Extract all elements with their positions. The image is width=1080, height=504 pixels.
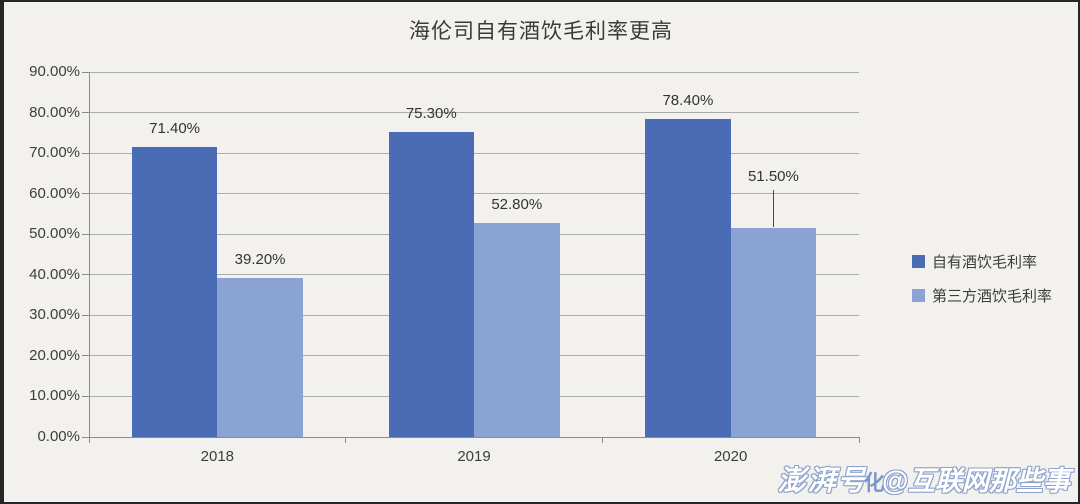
watermark: 澎湃号 化 @互联网那些事 [778, 459, 1070, 499]
y-axis-tick-label: 60.00% [29, 184, 80, 202]
y-axis-tick [82, 233, 89, 235]
y-axis-tick-label: 20.00% [29, 346, 80, 364]
data-label-series1-2018: 71.40% [149, 120, 201, 138]
bar-series2-2018 [217, 278, 303, 437]
y-axis-tick [82, 436, 89, 438]
legend-label-own-beverage: 自有酒饮毛利率 [932, 254, 1038, 271]
data-label-series2-2018: 39.20% [234, 251, 286, 269]
legend-label-third-party-beverage: 第三方酒饮毛利率 [932, 288, 1053, 305]
bar-series2-2019 [474, 222, 560, 437]
x-axis-label-2019: 2019 [457, 448, 491, 465]
y-axis-tick [82, 355, 89, 357]
data-label-series1-2019: 75.30% [405, 104, 457, 122]
legend-item-own-beverage: 自有酒饮毛利率 [912, 251, 1052, 272]
y-axis-tick [82, 193, 89, 195]
y-axis-tick-label: 10.00% [29, 387, 80, 405]
legend-item-third-party-beverage: 第三方酒饮毛利率 [912, 285, 1052, 306]
y-axis-tick [82, 395, 89, 397]
bar-series1-2019 [388, 131, 474, 437]
watermark-overlap-text: 化 [863, 472, 885, 495]
watermark-brand: 澎湃号 [777, 465, 868, 496]
x-axis-tick [88, 437, 90, 443]
data-label-series2-2019: 52.80% [491, 195, 543, 213]
bar-series1-2020 [645, 119, 731, 437]
y-axis-tick [82, 152, 89, 154]
x-axis-tick [858, 437, 860, 443]
chart-title: 海伦司自有酒饮毛利率更高 [409, 20, 673, 43]
x-axis-line [89, 436, 859, 438]
gridline [89, 193, 859, 195]
legend-swatch-own-beverage [912, 255, 925, 268]
data-label-series2-2020: 51.50% [747, 168, 799, 186]
x-axis-label-2018: 2018 [200, 448, 235, 465]
watermark-account: @互联网那些事 [881, 466, 1070, 496]
x-axis-tick [601, 437, 603, 443]
y-axis-tick [82, 274, 89, 276]
y-axis-tick [82, 314, 89, 316]
legend-swatch-third-party-beverage [912, 289, 925, 302]
y-axis-tick [82, 71, 89, 73]
y-axis-tick-label: 80.00% [29, 103, 80, 121]
y-axis-line [89, 72, 90, 437]
bar-series1-2018 [131, 147, 218, 437]
y-axis-tick-label: 0.00% [37, 428, 80, 445]
data-label-leader-line [772, 190, 774, 228]
gridline [89, 71, 859, 73]
bar-series2-2020 [730, 228, 817, 437]
y-axis-tick-label: 90.00% [29, 63, 80, 80]
y-axis-tick-label: 50.00% [29, 225, 80, 243]
legend: 自有酒饮毛利率 第三方酒饮毛利率 [912, 251, 1052, 319]
x-axis-tick [345, 437, 347, 443]
gridline [89, 152, 859, 154]
x-axis-label-2020: 2020 [713, 448, 748, 465]
data-label-series1-2020: 78.40% [662, 92, 714, 110]
gridline [89, 112, 859, 114]
y-axis-tick-label: 30.00% [29, 306, 80, 324]
y-axis-tick-label: 40.00% [29, 265, 80, 283]
plot-area: 0.00% 10.00% 20.00% 30.00% 40.00% 50.00% 60.00… [4, 2, 1078, 502]
y-axis-tick-label: 70.00% [29, 144, 80, 162]
y-axis-tick [82, 112, 89, 114]
